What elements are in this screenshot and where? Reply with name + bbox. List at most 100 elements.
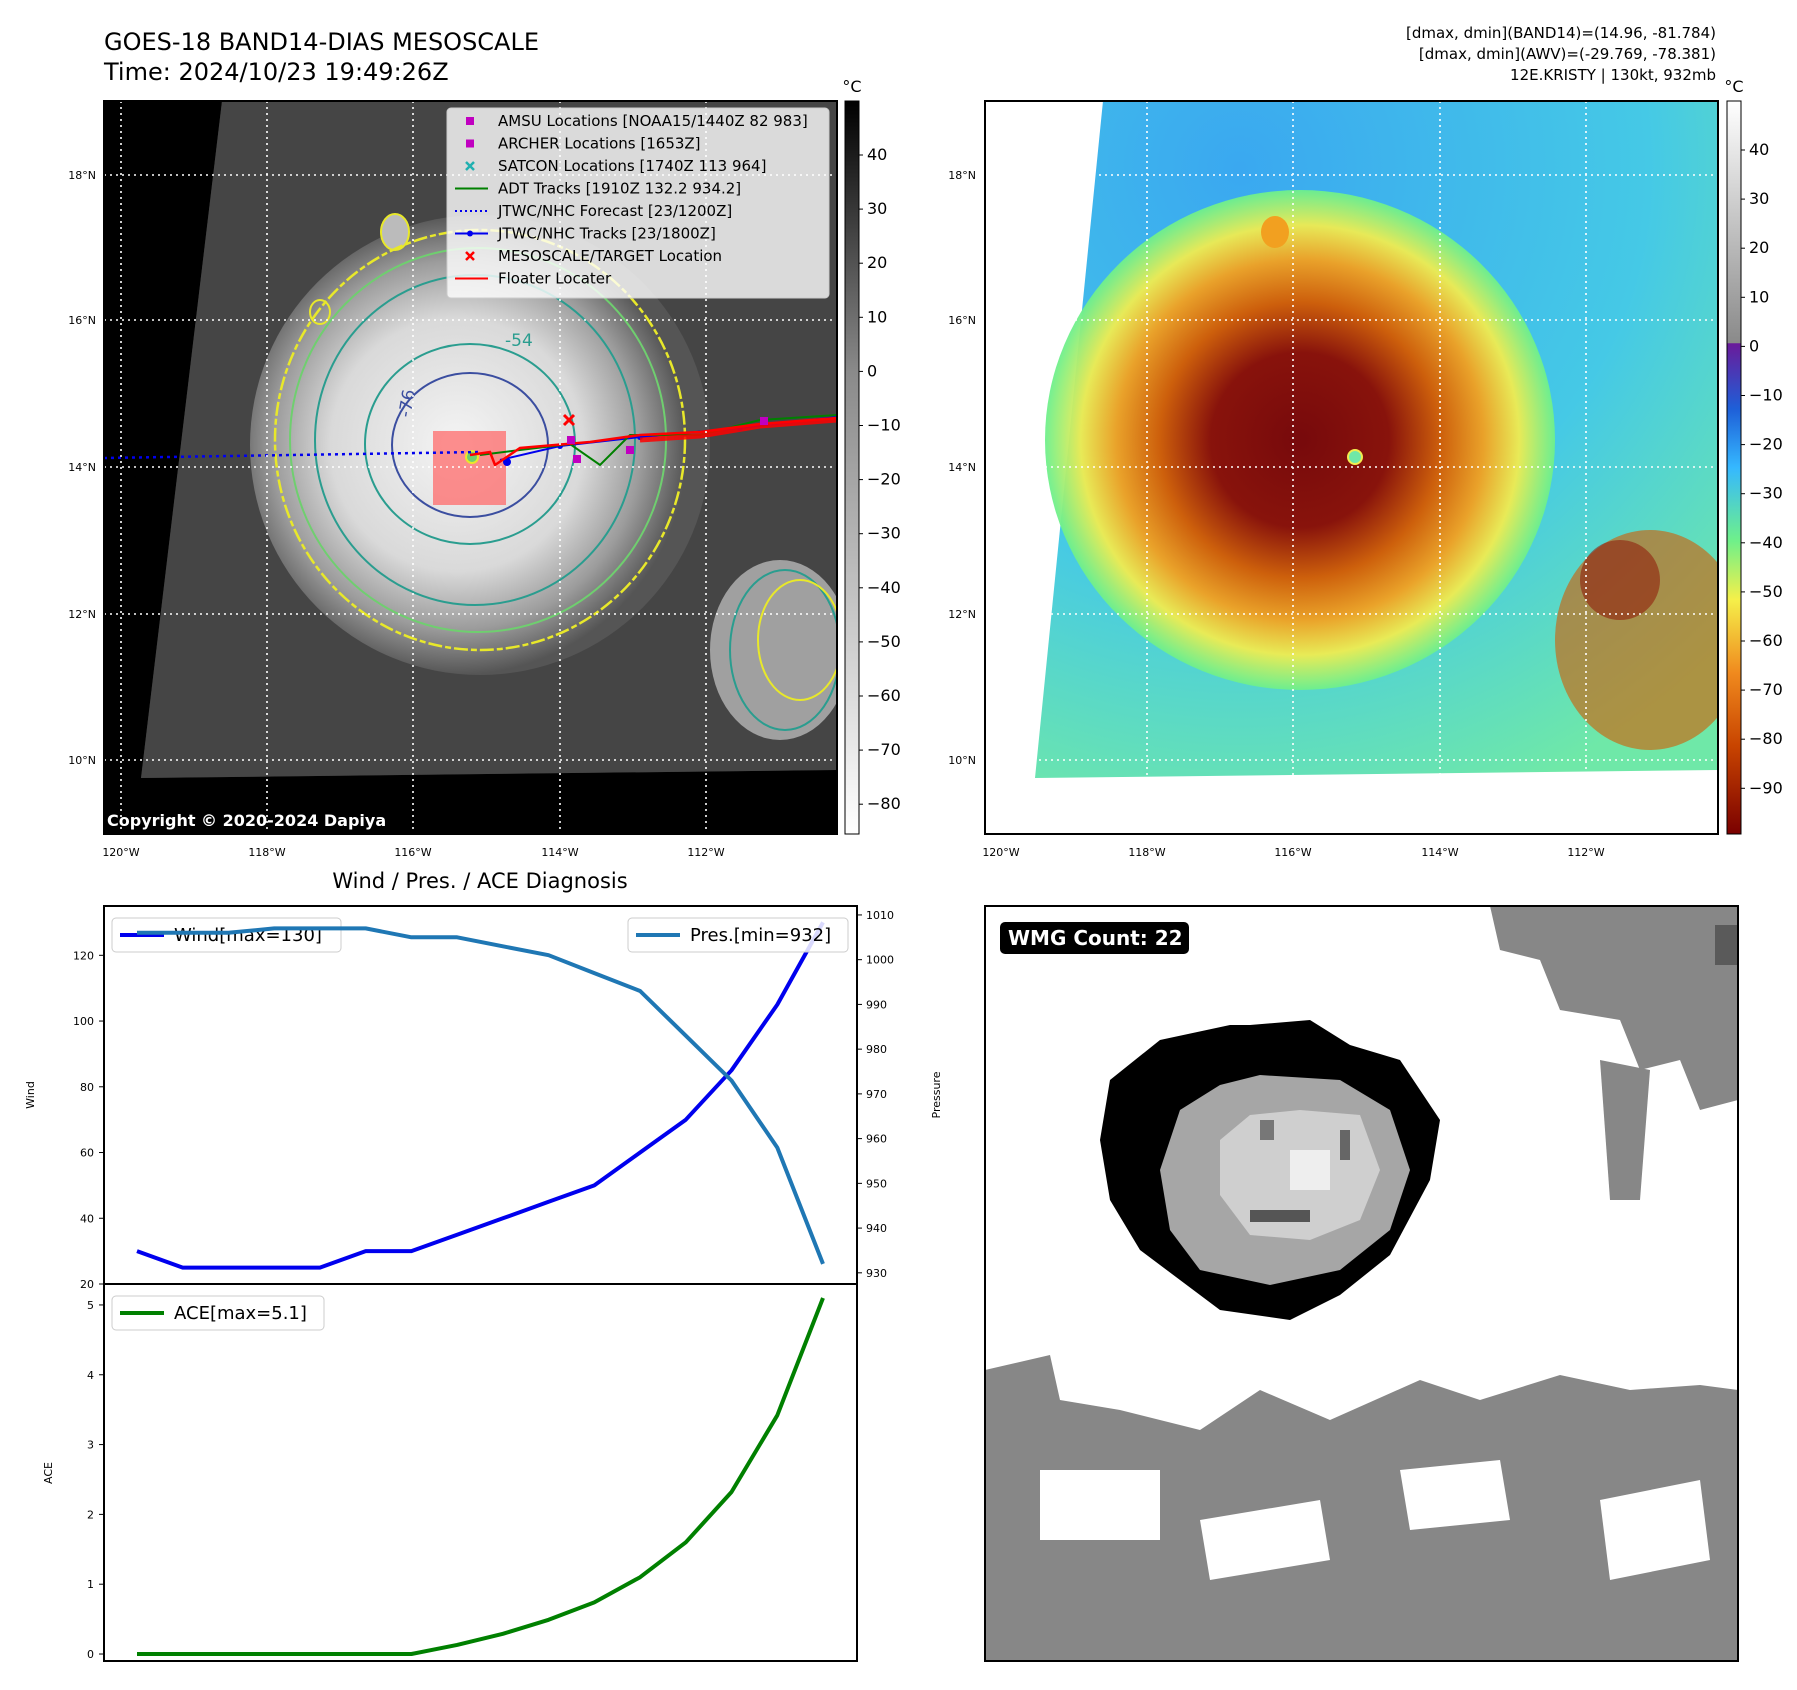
wind-axis-label: Wind (24, 1081, 37, 1109)
y-tick-label: 2 (87, 1508, 94, 1521)
diagnosis-title: Wind / Pres. / ACE Diagnosis (332, 869, 627, 893)
figure-title: GOES-18 BAND14-DIAS MESOSCALE (104, 28, 539, 56)
series-line (137, 1297, 825, 1656)
colorbar-tick: −60 (867, 686, 901, 705)
legend-entry: JTWC/NHC Forecast [23/1200Z] (455, 202, 732, 220)
lat-label: 16°N (68, 314, 96, 327)
y-tick-label: 80 (80, 1081, 94, 1094)
archer-marker (626, 446, 634, 454)
legend-entry: ARCHER Locations [1653Z] (466, 135, 701, 153)
pressure-axis-label: Pressure (930, 1071, 943, 1118)
floater-track (469, 416, 837, 467)
y-tick-label: 60 (80, 1147, 94, 1160)
colorbar-tick: −90 (1749, 778, 1783, 797)
y-tick-label: 1 (87, 1578, 94, 1591)
lat-label: 12°N (68, 608, 96, 621)
series-line (136, 921, 825, 1270)
wmg-count-badge (1000, 922, 1189, 954)
legend-label: Floater Locater (498, 270, 612, 288)
y-right-tick-label: 940 (866, 1222, 887, 1235)
color-colorbar: °C 40 30 20 10 0 −10 −20 −30 −40 −50 −60 −70 −80 −90 (1724, 77, 1783, 835)
legend-label: JTWC/NHC Forecast [23/1200Z] (497, 202, 732, 220)
lat-label: 14°N (68, 461, 96, 474)
contour-label-76: -76 (395, 388, 420, 419)
colorbar-tick: 0 (1749, 336, 1759, 355)
ace-axis-label: ACE (42, 1462, 55, 1484)
colorbar-tick: −70 (1749, 680, 1783, 699)
ace-chart: 0 1 2 3 4 5 ACE[max=5.1] (87, 1283, 858, 1662)
lon-label: 116°W (1274, 846, 1311, 859)
legend-entry: ADT Tracks [1910Z 132.2 934.2] (455, 180, 741, 198)
wind-pressure-chart: 20 40 60 80 100 120 930 940 950 960 970 980 990 1000 1… (73, 905, 894, 1291)
y-tick-label: 20 (80, 1278, 94, 1291)
y-right-tick-label: 960 (866, 1133, 887, 1146)
legend-label: ARCHER Locations [1653Z] (498, 135, 701, 153)
info-awv: [dmax, dmin](AWV)=(-29.769, -78.381) (1419, 45, 1716, 63)
mesoscale-target-box (433, 431, 506, 505)
chart-legend (627, 917, 849, 953)
y-right-tick-label: 970 (866, 1088, 887, 1101)
colorbar-tick: −40 (1749, 533, 1783, 552)
y-right-tick-label: 1000 (866, 954, 894, 967)
y-tick-label: 4 (87, 1369, 94, 1382)
legend-entry: SATCON Locations [1740Z 113 964] (465, 157, 766, 175)
lat-label: 10°N (948, 754, 976, 767)
series-line (137, 926, 825, 1265)
colorbar-tick: 10 (867, 307, 887, 326)
y-right-tick-label: 980 (866, 1043, 887, 1056)
chart-legend-label: Pres.[min=932] (690, 925, 831, 946)
lon-label: 112°W (687, 846, 724, 859)
y-tick-label: 0 (87, 1648, 94, 1661)
colorbar-tick: 40 (867, 145, 887, 164)
legend-label: MESOSCALE/TARGET Location (498, 247, 722, 265)
colorbar-tick: −40 (867, 578, 901, 597)
y-right-tick-label: 930 (866, 1267, 887, 1280)
legend-square-icon (466, 139, 474, 148)
y-tick-label: 100 (73, 1015, 94, 1028)
colorbar-tick: 20 (867, 253, 887, 272)
legend-entry: AMSU Locations [NOAA15/1440Z 82 983] (466, 112, 808, 130)
lon-label: 112°W (1567, 846, 1604, 859)
legend-label: JTWC/NHC Tracks [23/1800Z] (497, 225, 716, 243)
info-band14: [dmax, dmin](BAND14)=(14.96, -81.784) (1406, 24, 1716, 42)
color-map-panel (985, 101, 1718, 834)
legend-entry: MESOSCALE/TARGET Location (465, 247, 722, 265)
chart-legend-label: ACE[max=5.1] (174, 1303, 307, 1324)
storm-eye-color (1347, 449, 1363, 465)
contour-label-54: -54 (505, 331, 533, 351)
legend-label: ADT Tracks [1910Z 132.2 934.2] (498, 180, 741, 198)
lat-label: 18°N (948, 169, 976, 182)
y-tick-label: 120 (73, 949, 94, 962)
colorbar-tick: −30 (1749, 484, 1783, 503)
lon-label: 120°W (982, 846, 1019, 859)
legend-x-icon (465, 161, 475, 171)
lon-label: 114°W (1421, 846, 1458, 859)
chart-legend (111, 1295, 325, 1331)
wmg-count-text: WMG Count: 22 (1008, 926, 1183, 950)
colorbar-tick: 30 (1749, 189, 1769, 208)
colorbar-tick: 40 (1749, 140, 1769, 159)
y-right-tick-label: 990 (866, 998, 887, 1011)
colorbar-unit: °C (842, 77, 861, 96)
colorbar-unit: °C (1724, 77, 1743, 96)
colorbar-tick: −30 (867, 524, 901, 543)
colorbar-tick: 30 (867, 199, 887, 218)
lon-label: 118°W (1128, 846, 1165, 859)
colorbar-tick: −50 (867, 632, 901, 651)
colorbar-tick: 0 (867, 361, 877, 380)
lon-label: 120°W (102, 846, 139, 859)
colorbar-tick: −70 (867, 740, 901, 759)
colorbar-tick: −10 (1749, 386, 1783, 405)
lat-label: 14°N (948, 461, 976, 474)
legend-square-icon (466, 117, 474, 125)
colorbar-tick: 10 (1749, 287, 1769, 306)
y-tick-label: 3 (87, 1439, 94, 1452)
lon-label: 118°W (248, 846, 285, 859)
colorbar-tick: −80 (867, 794, 901, 813)
legend-x-icon (465, 251, 475, 261)
legend-label: SATCON Locations [1740Z 113 964] (498, 157, 766, 175)
lat-label: 18°N (68, 169, 96, 182)
colorbar-tick: −60 (1749, 631, 1783, 650)
amsu-marker (567, 436, 575, 444)
